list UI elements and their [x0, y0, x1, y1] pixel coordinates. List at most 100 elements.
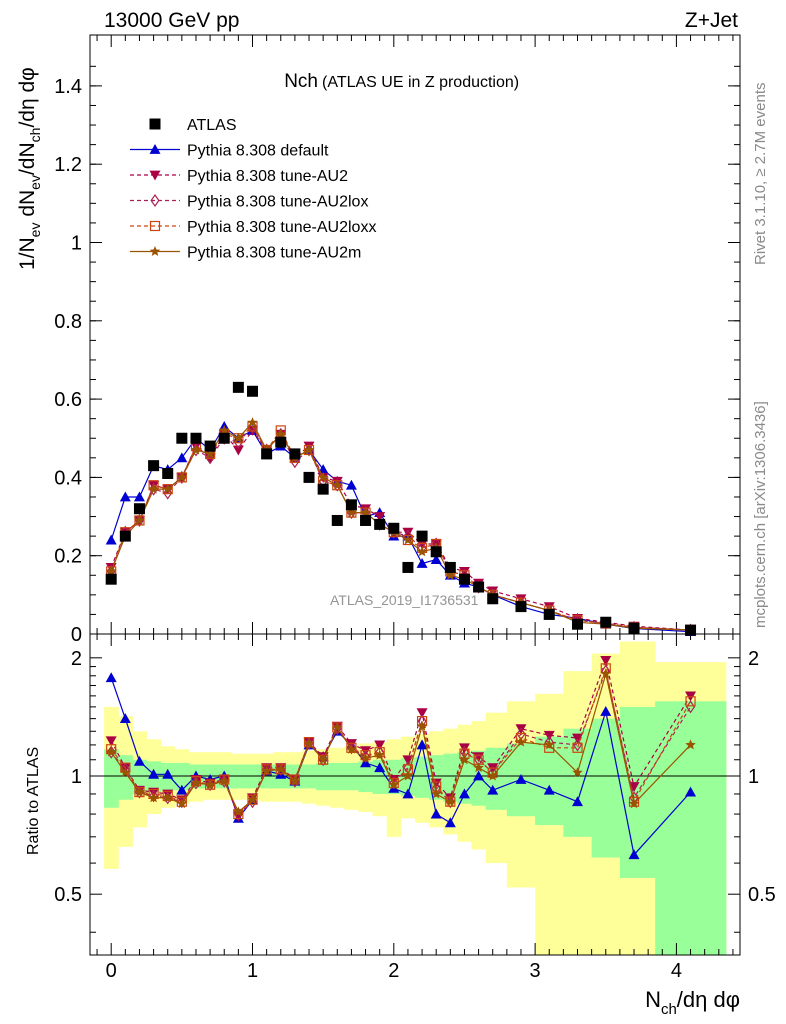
y-tick-label: 1.2 [54, 154, 82, 176]
series-point [133, 491, 145, 502]
ratio-series-point [600, 705, 612, 716]
data-point [176, 432, 188, 444]
data-point [402, 561, 414, 573]
series-point [176, 452, 188, 463]
legend-label: Pythia 8.308 tune-AU2m [187, 245, 361, 262]
ratio-series-point [105, 672, 117, 683]
ratio-series-point [289, 775, 301, 786]
ratio-series-point [261, 765, 272, 776]
data-point [275, 436, 287, 448]
y-tick-label: 0 [71, 624, 82, 646]
ratio-series-point [487, 784, 499, 795]
series-point [176, 471, 188, 482]
ratio-y-tick-label: 0.5 [54, 884, 82, 906]
ratio-series-point [572, 796, 583, 807]
series-point [430, 554, 442, 565]
series-point [416, 546, 428, 557]
y-tick-label: 0.4 [54, 467, 82, 489]
ratio-series-point [544, 735, 554, 749]
y-tick-label: 0.2 [54, 546, 82, 568]
x-label-sub: ch [661, 1001, 677, 1018]
ratio-y-tick-label: 1 [71, 766, 82, 788]
legend-marker [150, 193, 160, 208]
data-point [345, 499, 357, 511]
ratio-series-point [233, 806, 244, 817]
stat-uncertainty-band [655, 701, 727, 955]
series-point [303, 444, 315, 455]
series-point [317, 471, 329, 482]
data-point [247, 385, 258, 397]
stat-uncertainty-band [174, 762, 190, 791]
ratio-y-axis-label: Ratio to ATLAS [25, 747, 42, 855]
ratio-series-point [247, 794, 258, 805]
data-point [430, 546, 442, 558]
data-point [685, 624, 697, 636]
mcplots-label: mcplots.cern.ch [arXiv:1306.3436] [752, 401, 769, 628]
ratio-series-point [105, 736, 117, 747]
ratio-series-point [119, 713, 131, 724]
ratio-series-point [262, 762, 272, 776]
x-tick-label: 0 [106, 960, 117, 982]
ratio-series-point [219, 775, 230, 786]
ratio-y-tick-label: 2 [71, 648, 82, 670]
stat-uncertainty-band [358, 761, 374, 793]
series-line [110, 421, 691, 631]
ratio-y-tick-label: 1 [748, 766, 759, 788]
data-point [119, 530, 131, 542]
data-point [148, 460, 160, 472]
ratio-series-point [134, 786, 145, 797]
ratio-series-point [444, 817, 456, 828]
legend-marker [149, 170, 161, 181]
legend-marker [149, 246, 161, 256]
ratio-series-point [402, 770, 414, 781]
ratio-series-point [303, 738, 315, 748]
series-point [232, 445, 244, 456]
ratio-plot-area: 0.5 0.5 1 1 2 2 0 1 2 3 4 [54, 633, 776, 982]
series-point [445, 569, 456, 580]
data-point [218, 432, 230, 444]
y-label-part: 1/N [16, 237, 39, 270]
x-label-part: N [645, 987, 661, 1012]
data-point [487, 593, 499, 605]
series-point [332, 479, 343, 490]
ratio-y-tick-label: 2 [748, 648, 759, 670]
ratio-series-point [388, 779, 400, 790]
ratio-series-point [628, 849, 640, 860]
ratio-series-point [332, 721, 343, 732]
ratio-series-point [120, 767, 131, 778]
legend-label: Pythia 8.308 tune-AU2lox [187, 194, 368, 211]
series-point [374, 512, 386, 523]
series-point [233, 432, 244, 443]
data-point [458, 573, 470, 585]
data-point [303, 471, 315, 483]
ratio-series-point [601, 664, 611, 678]
plot-subtitle: (ATLAS UE in Z production) [322, 74, 519, 91]
ratio-series-point [543, 784, 555, 795]
data-point [628, 622, 640, 634]
series-point [346, 507, 357, 518]
ratio-series-point [360, 752, 371, 763]
series-point [105, 534, 117, 545]
legend-label: Pythia 8.308 default [187, 143, 329, 160]
data-point [261, 448, 273, 460]
series-point [402, 527, 414, 538]
data-point [543, 608, 555, 620]
ratio-series-point [515, 736, 527, 747]
ratio-series-point [628, 796, 640, 807]
data-point [572, 618, 583, 630]
ratio-series-point [572, 742, 583, 753]
ratio-series-point [176, 798, 188, 809]
series-point [402, 534, 414, 545]
ratio-series-point [458, 743, 470, 754]
y-label-part: dN [16, 190, 39, 223]
stat-uncertainty-band [344, 762, 359, 791]
stat-uncertainty-band [104, 749, 119, 808]
ratio-series-point [473, 770, 485, 781]
x-label-part: /dη dφ [677, 987, 740, 1012]
series-point [247, 417, 258, 428]
ratio-frame [89, 633, 741, 956]
ratio-series-point [162, 768, 174, 779]
rivet-label: Rivet 3.1.10, ≥ 2.7M events [752, 83, 769, 266]
ratio-series-point [232, 811, 244, 822]
energy-label: 13000 GeV pp [104, 9, 239, 32]
